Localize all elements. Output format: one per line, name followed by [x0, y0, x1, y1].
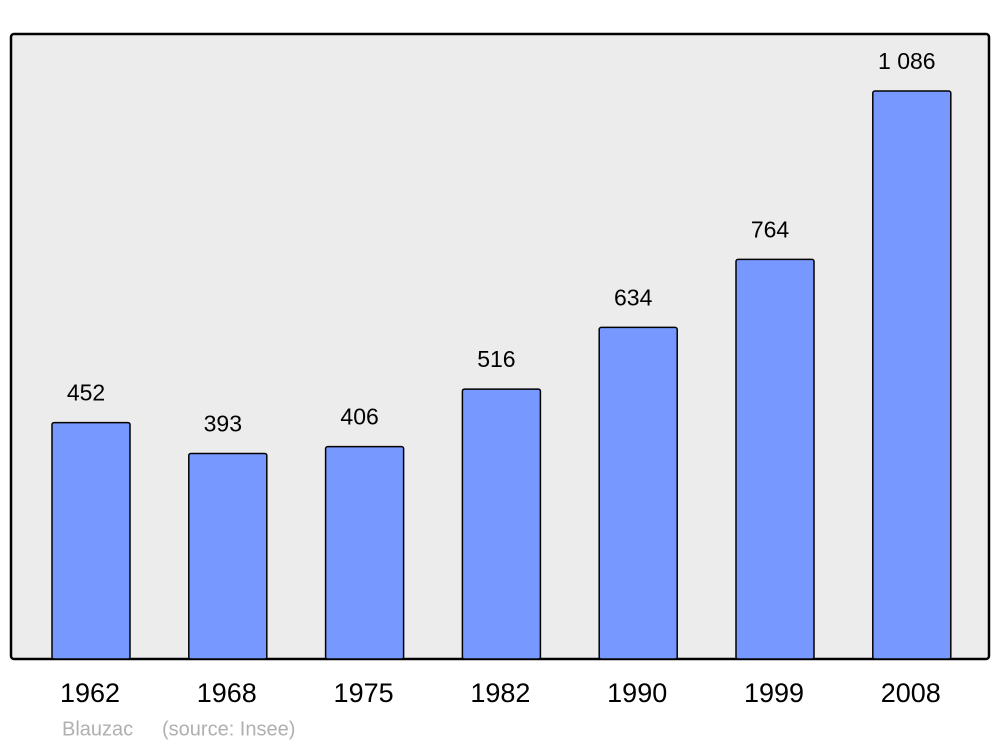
x-tick-label: 1975	[334, 678, 394, 708]
value-label: 516	[477, 346, 515, 372]
value-label: 452	[67, 380, 105, 406]
value-label: 406	[340, 404, 378, 430]
value-label: 764	[751, 216, 790, 242]
bar	[461, 388, 542, 660]
value-label: 634	[614, 284, 653, 310]
source-note: (source: Insee)	[162, 718, 295, 740]
value-label: 393	[204, 411, 242, 437]
x-tick-label: 1962	[60, 678, 120, 708]
x-tick-label: 1982	[470, 678, 530, 708]
x-tick-label: 2008	[881, 678, 941, 708]
bar	[188, 452, 268, 660]
x-tick-label: 1990	[607, 678, 667, 708]
bar	[735, 258, 815, 660]
value-label: 1 086	[878, 48, 936, 74]
bar	[51, 421, 131, 660]
x-tick-label: 1999	[744, 678, 804, 708]
place-name: Blauzac	[62, 718, 133, 740]
bar	[598, 326, 678, 660]
bar	[324, 445, 405, 660]
x-tick-label: 1968	[197, 678, 257, 708]
bar	[872, 90, 952, 660]
